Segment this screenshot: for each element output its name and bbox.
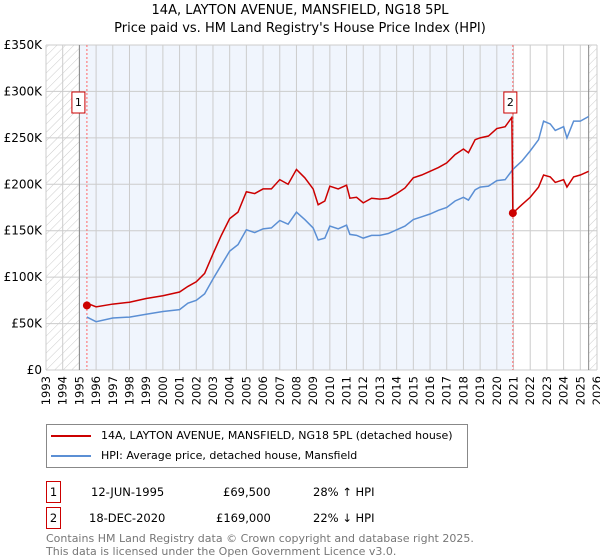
x-tick-label: 2023: [540, 376, 554, 405]
chart-subtitle: Price paid vs. HM Land Registry's House …: [114, 21, 486, 36]
x-tick-label: 2016: [423, 376, 437, 405]
x-tick-label: 1994: [56, 376, 70, 405]
x-tick-label: 2004: [223, 376, 237, 405]
footer: Contains HM Land Registry data © Crown c…: [46, 532, 474, 558]
x-tick-label: 2025: [573, 376, 587, 405]
marker-badge: 2: [46, 507, 61, 529]
footer-copyright: Contains HM Land Registry data © Crown c…: [46, 532, 474, 545]
x-tick-label: 2007: [273, 376, 287, 405]
x-tick-label: 2014: [390, 376, 404, 405]
chart-title: 14A, LAYTON AVENUE, MANSFIELD, NG18 5PL: [151, 3, 449, 18]
y-tick-label: £50K: [11, 317, 43, 331]
y-tick-label: £250K: [4, 131, 44, 145]
y-tick-label: £350K: [4, 38, 44, 52]
x-tick-label: 1998: [122, 376, 136, 405]
legend-item-property: 14A, LAYTON AVENUE, MANSFIELD, NG18 5PL …: [51, 427, 453, 445]
x-tick-label: 2013: [373, 376, 387, 405]
y-tick-label: £0: [27, 363, 42, 377]
x-tick-label: 2015: [406, 376, 420, 405]
x-tick-label: 2012: [356, 376, 370, 405]
annotation-label: 1: [75, 96, 82, 109]
x-tick-label: 2005: [239, 376, 253, 405]
sale-point: [508, 209, 517, 218]
annotation-box: [503, 91, 518, 114]
y-tick-label: £300K: [4, 84, 44, 98]
x-tick-label: 2022: [523, 376, 537, 405]
x-tick-label: 1993: [39, 376, 53, 405]
x-tick-label: 2000: [156, 376, 170, 405]
legend-label: HPI: Average price, detached house, Mans…: [101, 449, 358, 462]
transaction-hpi: 22% ↓ HPI: [313, 511, 375, 525]
series-line: [86, 115, 590, 323]
x-tick-label: 1997: [106, 376, 120, 405]
transaction-price: £169,000: [216, 511, 271, 525]
x-tick-label: 2010: [323, 376, 337, 405]
annotation-label: 2: [507, 96, 514, 109]
x-tick-label: 1999: [139, 376, 153, 405]
price-chart: 1993 1994 1995 1996 1997 1998 1999 2000 2001 2002…: [4, 38, 600, 405]
hatch-right: [588, 45, 597, 370]
sale-point: [82, 301, 91, 310]
x-tick-label: 2024: [557, 376, 571, 405]
transaction-date: 12-JUN-1995: [91, 485, 165, 499]
x-tick-label: 2003: [206, 376, 220, 405]
series-line: [86, 115, 589, 308]
y-tick-label: £200K: [4, 177, 44, 191]
x-tick-label: 2001: [173, 376, 187, 405]
legend-item-hpi: HPI: Average price, detached house, Mans…: [51, 447, 357, 465]
legend: 14A, LAYTON AVENUE, MANSFIELD, NG18 5PL …: [46, 424, 468, 468]
transaction-row: 2 18-DEC-2020 £169,000 22% ↓ HPI: [46, 507, 466, 529]
marker-badge: 1: [46, 481, 61, 503]
transaction-hpi: 28% ↑ HPI: [313, 485, 375, 499]
x-tick-label: 2019: [473, 376, 487, 405]
x-tick-label: 2020: [490, 376, 504, 405]
x-tick-label: 2009: [306, 376, 320, 405]
transaction-row: 1 12-JUN-1995 £69,500 28% ↑ HPI: [46, 481, 466, 503]
x-tick-label: 2026: [590, 376, 600, 405]
legend-line-blue: [51, 455, 91, 457]
annotation-box: [71, 91, 86, 114]
x-tick-label: 2006: [256, 376, 270, 405]
transaction-price: £69,500: [223, 485, 271, 499]
x-tick-label: 2021: [507, 376, 521, 405]
x-tick-label: 2008: [289, 376, 303, 405]
transaction-date: 18-DEC-2020: [89, 511, 166, 525]
legend-label: 14A, LAYTON AVENUE, MANSFIELD, NG18 5PL …: [101, 429, 453, 442]
x-tick-label: 2017: [440, 376, 454, 405]
x-tick-label: 2002: [189, 376, 203, 405]
footer-licence: This data is licensed under the Open Gov…: [46, 545, 397, 558]
y-tick-label: £100K: [4, 270, 44, 284]
legend-line-red: [51, 435, 91, 437]
x-tick-label: 1996: [89, 376, 103, 405]
x-tick-label: 2018: [456, 376, 470, 405]
x-tick-label: 2011: [340, 376, 354, 405]
x-tick-label: 1995: [72, 376, 86, 405]
y-tick-label: £150K: [4, 224, 44, 238]
